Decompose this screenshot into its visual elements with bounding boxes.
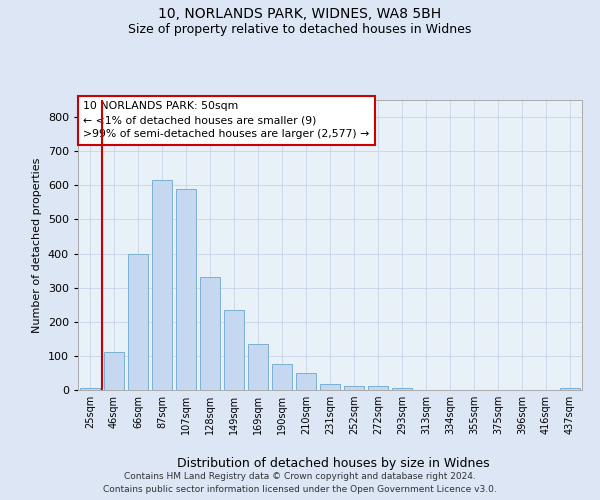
Bar bbox=[104, 352, 124, 390]
Bar bbox=[248, 344, 268, 390]
Text: 10 NORLANDS PARK: 50sqm
← <1% of detached houses are smaller (9)
>99% of semi-de: 10 NORLANDS PARK: 50sqm ← <1% of detache… bbox=[83, 102, 369, 140]
Bar bbox=[344, 386, 364, 390]
Bar bbox=[224, 310, 244, 390]
Bar bbox=[368, 386, 388, 390]
Bar bbox=[80, 388, 100, 390]
Bar bbox=[152, 180, 172, 390]
Bar bbox=[392, 388, 412, 390]
Bar bbox=[200, 278, 220, 390]
Bar bbox=[320, 384, 340, 390]
Text: Distribution of detached houses by size in Widnes: Distribution of detached houses by size … bbox=[176, 458, 490, 470]
Bar bbox=[560, 388, 580, 390]
Text: Size of property relative to detached houses in Widnes: Size of property relative to detached ho… bbox=[128, 22, 472, 36]
Text: 10, NORLANDS PARK, WIDNES, WA8 5BH: 10, NORLANDS PARK, WIDNES, WA8 5BH bbox=[158, 8, 442, 22]
Text: Contains HM Land Registry data © Crown copyright and database right 2024.
Contai: Contains HM Land Registry data © Crown c… bbox=[103, 472, 497, 494]
Bar bbox=[272, 364, 292, 390]
Y-axis label: Number of detached properties: Number of detached properties bbox=[32, 158, 42, 332]
Bar bbox=[128, 254, 148, 390]
Bar bbox=[296, 373, 316, 390]
Bar bbox=[176, 188, 196, 390]
